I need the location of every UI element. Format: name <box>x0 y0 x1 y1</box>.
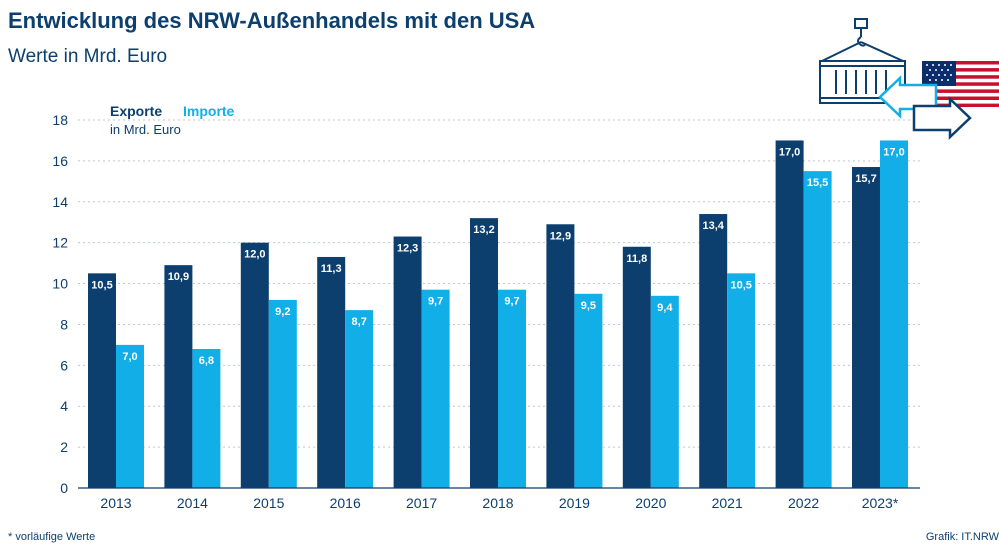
y-tick-label: 0 <box>60 480 68 496</box>
bar-importe-2018 <box>498 289 526 488</box>
label-exporte-2022: 17,0 <box>779 146 800 158</box>
trade-arrows-icon <box>878 75 972 140</box>
label-exporte-2020: 11,8 <box>626 253 647 265</box>
bar-importe-2014 <box>192 348 221 488</box>
bar-importe-2015 <box>268 299 297 488</box>
label-exporte-2013: 10,5 <box>91 279 112 291</box>
label-exporte-2018: 13,2 <box>473 224 494 236</box>
legend: Exporte Importe in Mrd. Euro <box>110 103 235 137</box>
y-tick-label: 2 <box>60 439 68 455</box>
label-exporte-2017: 12,3 <box>397 243 418 255</box>
legend-importe: Importe <box>183 103 235 119</box>
y-tick-label: 12 <box>52 235 68 251</box>
label-exporte-2021: 13,4 <box>702 220 724 232</box>
y-tick-label: 14 <box>52 194 68 210</box>
bar-exporte-2016 <box>317 256 346 488</box>
container-crane-icon <box>819 18 906 104</box>
x-tick-label: 2017 <box>406 495 437 511</box>
bar-importe-2019 <box>574 293 603 488</box>
bar-exporte-2014 <box>164 265 193 488</box>
label-exporte-2019: 12,9 <box>550 230 571 242</box>
label-exporte-2016: 11,3 <box>321 263 342 275</box>
label-importe-2019: 9,5 <box>581 300 596 312</box>
y-tick-label: 8 <box>60 316 68 332</box>
bar-importe-2016 <box>345 310 374 488</box>
bar-importe-2021 <box>727 273 756 488</box>
legend-exporte: Exporte <box>110 103 162 119</box>
y-tick-label: 18 <box>52 112 68 128</box>
bar-exporte-2019 <box>546 224 575 488</box>
x-tick-label: 2021 <box>712 495 743 511</box>
x-tick-label: 2018 <box>482 495 513 511</box>
y-tick-label: 6 <box>60 357 68 373</box>
x-tick-label: 2023* <box>862 495 899 511</box>
label-importe-2021: 10,5 <box>730 279 751 291</box>
bars: 10,5 7,0 10,9 6,8 12,0 9,2 11,3 8,7 12,3 9,7 13,2 9… <box>88 140 908 489</box>
bar-importe-2017 <box>421 289 450 488</box>
bar-exporte-2022 <box>775 140 804 488</box>
bar-importe-2023* <box>880 140 908 488</box>
label-importe-2023*: 17,0 <box>883 146 904 158</box>
bar-exporte-2018 <box>470 218 498 488</box>
bar-exporte-2021 <box>699 214 728 489</box>
chart-title: Entwicklung des NRW-Außenhandels mit den… <box>8 8 536 33</box>
bar-exporte-2020 <box>622 246 651 488</box>
bar-importe-2013 <box>116 344 144 488</box>
label-importe-2016: 8,7 <box>352 316 367 328</box>
x-tick-label: 2019 <box>559 495 590 511</box>
label-exporte-2015: 12,0 <box>244 249 265 261</box>
y-axis: 0 2 4 6 8 10 12 14 16 18 <box>52 112 68 496</box>
label-importe-2018: 9,7 <box>504 296 519 308</box>
bar-exporte-2023* <box>852 167 880 488</box>
x-tick-label: 2013 <box>100 495 131 511</box>
bar-exporte-2013 <box>88 273 116 488</box>
source-credit: Grafik: IT.NRW <box>925 531 999 543</box>
label-exporte-2014: 10,9 <box>168 271 189 283</box>
x-tick-label: 2020 <box>635 495 666 511</box>
x-tick-label: 2016 <box>330 495 361 511</box>
label-importe-2013: 7,0 <box>122 351 137 363</box>
x-tick-label: 2022 <box>788 495 819 511</box>
bar-importe-2020 <box>650 295 679 488</box>
x-tick-label: 2015 <box>253 495 284 511</box>
footnote: * vorläufige Werte <box>8 531 96 543</box>
y-tick-label: 16 <box>52 153 68 169</box>
x-tick-label: 2014 <box>177 495 208 511</box>
bar-chart: 0 2 4 6 8 10 12 14 16 18 10,5 7,0 10,9 6,8 12,0 9,2 11,… <box>52 18 999 511</box>
label-importe-2014: 6,8 <box>199 355 214 367</box>
chart-subtitle: Werte in Mrd. Euro <box>8 46 168 67</box>
label-importe-2017: 9,7 <box>428 296 443 308</box>
legend-unit: in Mrd. Euro <box>110 122 181 137</box>
x-axis: 2013 2014 2015 2016 2017 2018 2019 2020 2021 2022… <box>78 487 920 511</box>
bar-importe-2022 <box>803 171 832 488</box>
label-exporte-2023*: 15,7 <box>855 173 876 185</box>
label-importe-2022: 15,5 <box>807 177 828 189</box>
bar-exporte-2017 <box>393 236 422 488</box>
y-tick-label: 4 <box>60 398 68 414</box>
label-importe-2015: 9,2 <box>275 306 290 318</box>
label-importe-2020: 9,4 <box>657 302 673 314</box>
bar-exporte-2015 <box>240 242 269 488</box>
y-tick-label: 10 <box>52 276 68 292</box>
